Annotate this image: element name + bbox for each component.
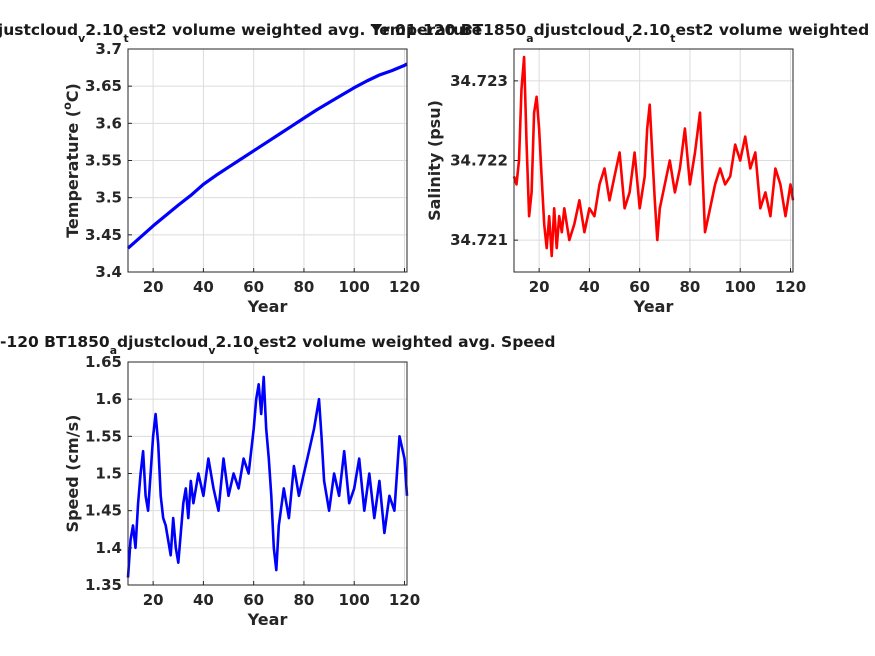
temp-xtick-label: 100 [339, 278, 370, 296]
speed-axes: 20 40 60 80 100 120 1.35 1.4 1.45 1.5 1.55 1.6 1.65 Y… [0, 333, 555, 629]
salt-xtick-label: 60 [629, 278, 650, 296]
salt-xtick-label: 40 [579, 278, 600, 296]
temp-ytick-label: 3.5 [95, 189, 122, 207]
salt-series-line [512, 55, 795, 258]
salt-xtick-label: 80 [680, 278, 701, 296]
speed-ytick-label: 1.4 [95, 539, 122, 557]
salt-axes: 20 40 60 80 100 120 34.721 34.722 34.723 Year Sali… [370, 21, 870, 316]
temp-xtick-label: 40 [193, 278, 214, 296]
temp-ytick-label: 3.45 [85, 226, 122, 244]
salt-ytick-label: 34.722 [450, 152, 508, 170]
speed-title: -120 BT1850adjustcloudv2.10test2 volume … [0, 333, 555, 357]
salt-xtick-label: 120 [775, 278, 806, 296]
speed-ytick-label: 1.6 [95, 390, 122, 408]
temp-xtick-label: 60 [243, 278, 264, 296]
speed-xlabel: Year [247, 610, 288, 629]
temp-series-line [126, 62, 408, 250]
salt-xtick-label: 20 [529, 278, 550, 296]
temp-title: 0 BT1850adjustcloudv2.10test2 volume wei… [0, 21, 482, 45]
speed-xtick-label: 80 [294, 591, 315, 609]
temp-ytick-label: 3.65 [85, 77, 122, 95]
speed-xtick-label: 120 [389, 591, 420, 609]
temp-ytick-label: 3.4 [95, 263, 122, 281]
salt-ytick-label: 34.721 [450, 231, 508, 249]
speed-xtick-label: 100 [339, 591, 370, 609]
temp-ytick-label: 3.6 [95, 114, 122, 132]
salt-ytick-label: 34.723 [450, 72, 508, 90]
temp-xtick-label: 80 [294, 278, 315, 296]
speed-ylabel: Speed (cm/s) [63, 415, 82, 533]
temp-xlabel: Year [247, 297, 288, 316]
speed-ytick-label: 1.45 [85, 502, 122, 520]
speed-ytick-label: 1.55 [85, 427, 122, 445]
salt-ylabel: Salinity (psu) [425, 100, 444, 221]
salt-title: Yr 01-120 BT1850adjustcloudv2.10test2 vo… [370, 21, 870, 45]
speed-ytick-label: 1.35 [85, 576, 122, 594]
salt-xtick-label: 100 [725, 278, 756, 296]
speed-xtick-label: 20 [143, 591, 164, 609]
temp-ylabel: Temperature (oC) [61, 83, 82, 238]
speed-series-line [126, 375, 409, 578]
temp-axes: 20 40 60 80 100 120 3.4 3.45 3.5 3.55 3.6 3.65 3.7 Ye… [0, 21, 482, 316]
speed-xtick-label: 40 [193, 591, 214, 609]
temp-ytick-label: 3.55 [85, 152, 122, 170]
speed-ytick-label: 1.65 [85, 353, 122, 371]
temp-xtick-label: 20 [143, 278, 164, 296]
speed-ytick-label: 1.5 [95, 465, 122, 483]
temp-xtick-label: 120 [389, 278, 420, 296]
temp-ytick-label: 3.7 [95, 40, 122, 58]
speed-xtick-label: 60 [243, 591, 264, 609]
salt-xlabel: Year [633, 297, 674, 316]
